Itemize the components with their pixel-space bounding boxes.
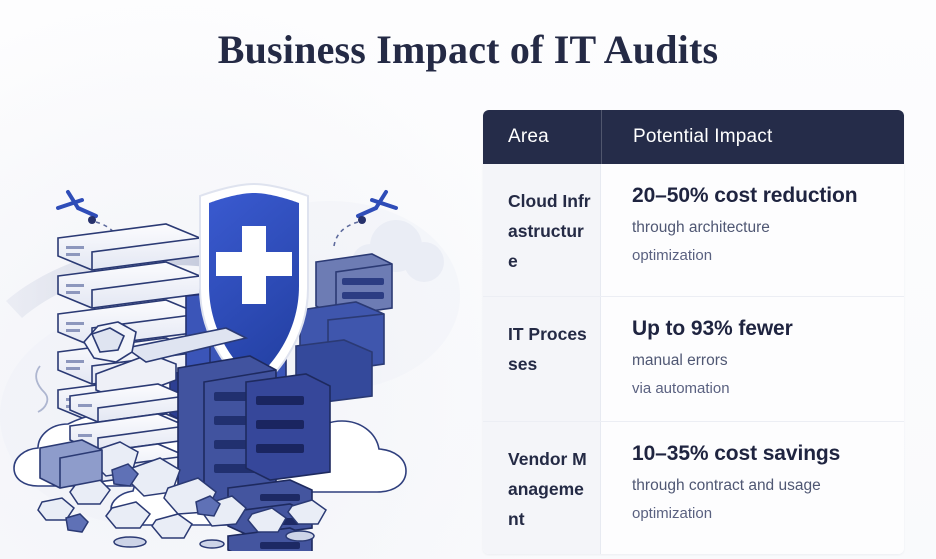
impact-headline: 20–50% cost reduction (632, 184, 858, 207)
impact-detail-line-1: manual errors (632, 352, 728, 370)
impact-headline: Up to 93% fewer (632, 317, 793, 341)
rubble-debris (37, 441, 327, 549)
signal-dash-right (333, 221, 359, 247)
impact-detail-line-2: optimization (632, 247, 713, 265)
antenna-icon-right (356, 190, 398, 218)
impact-table: Area Potential Impact Cloud Infrastructu… (483, 110, 904, 554)
impact-detail-line-2: via automation (632, 380, 730, 398)
table-row: Cloud Infrastructure 20–50% cost reducti… (483, 164, 904, 298)
left-scene-collapsed-racks (35, 321, 331, 551)
table-header-row: Area Potential Impact (483, 110, 904, 164)
impact-detail-line-2: optimization (632, 504, 713, 522)
table-row: IT Processes Up to 93% fewer manual erro… (483, 297, 904, 422)
page-title: Business Impact of IT Audits (217, 27, 719, 72)
antenna-node-left (88, 216, 96, 224)
impact-detail-line-1: through contract and usage (632, 476, 821, 494)
header-column-divider (601, 110, 602, 164)
impact-detail-line-1: through architecture (632, 219, 770, 236)
fallen-blue-box (39, 439, 103, 489)
smoke-wisp (35, 365, 49, 413)
dark-server-column (177, 355, 331, 509)
table-row: Vendor Management 10–35% cost savings th… (483, 421, 904, 554)
cell-area-it-processes: IT Processes (483, 297, 601, 421)
impact-headline: 10–35% cost savings (632, 441, 841, 465)
cross-glyph (216, 226, 292, 304)
column-header-area: Area (508, 126, 549, 147)
antenna-node-right (358, 216, 366, 224)
cell-impact-vendor-management: 10–35% cost savings through contract and… (601, 421, 904, 554)
cell-impact-it-processes: Up to 93% fewer manual errors via automa… (601, 297, 904, 421)
illustration (0, 96, 480, 551)
cell-area-cloud-infrastructure: Cloud Infrastructure (483, 164, 601, 297)
cell-area-vendor-management: Vendor Management (483, 421, 601, 554)
column-header-impact: Potential Impact (633, 126, 773, 147)
antenna-icon-left (56, 190, 98, 218)
leaning-panel (124, 327, 249, 363)
crumpled-unit (83, 321, 137, 363)
cell-impact-cloud-infrastructure: 20–50% cost reduction through architectu… (601, 164, 904, 297)
